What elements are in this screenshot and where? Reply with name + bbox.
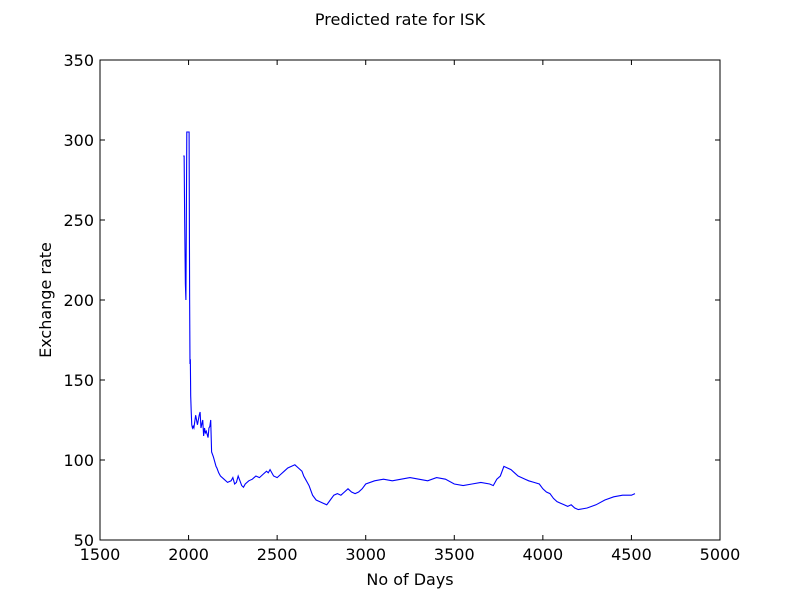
x-tick-label: 4500: [611, 545, 652, 564]
x-axis-label: No of Days: [366, 570, 453, 589]
plot-frame: [99, 59, 721, 541]
y-tick-label: 100: [63, 451, 94, 470]
y-tick-label: 350: [63, 51, 94, 70]
x-tick-label: 2500: [257, 545, 298, 564]
y-tick-label: 200: [63, 291, 94, 310]
x-tick-label: 3000: [345, 545, 386, 564]
y-axis-label: Exchange rate: [36, 242, 55, 358]
x-tick-label: 2000: [168, 545, 209, 564]
x-tick-label: 4000: [522, 545, 563, 564]
y-tick-label: 250: [63, 211, 94, 230]
plot-layer: [183, 131, 636, 511]
y-tick-label: 50: [74, 531, 94, 550]
series-line-isk: [183, 131, 636, 511]
chart-title: Predicted rate for ISK: [315, 10, 486, 29]
y-tick-label: 300: [63, 131, 94, 150]
x-tick-label: 5000: [700, 545, 741, 564]
x-tick-label: 3500: [434, 545, 475, 564]
y-tick-label: 150: [63, 371, 94, 390]
x-tick-label: 1500: [80, 545, 121, 564]
ticks-layer: 1500 2000 2500 3000 3500 4000 4500 5000 50 100 150…: [63, 51, 740, 564]
